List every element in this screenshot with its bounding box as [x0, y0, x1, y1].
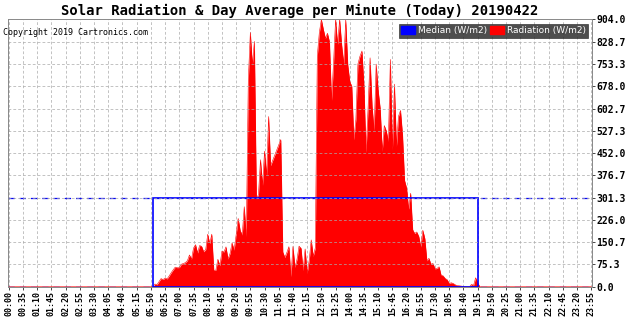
Legend: Median (W/m2), Radiation (W/m2): Median (W/m2), Radiation (W/m2) [399, 24, 588, 37]
Title: Solar Radiation & Day Average per Minute (Today) 20190422: Solar Radiation & Day Average per Minute… [61, 4, 539, 18]
Text: Copyright 2019 Cartronics.com: Copyright 2019 Cartronics.com [3, 28, 148, 37]
Bar [153, 198, 478, 287]
